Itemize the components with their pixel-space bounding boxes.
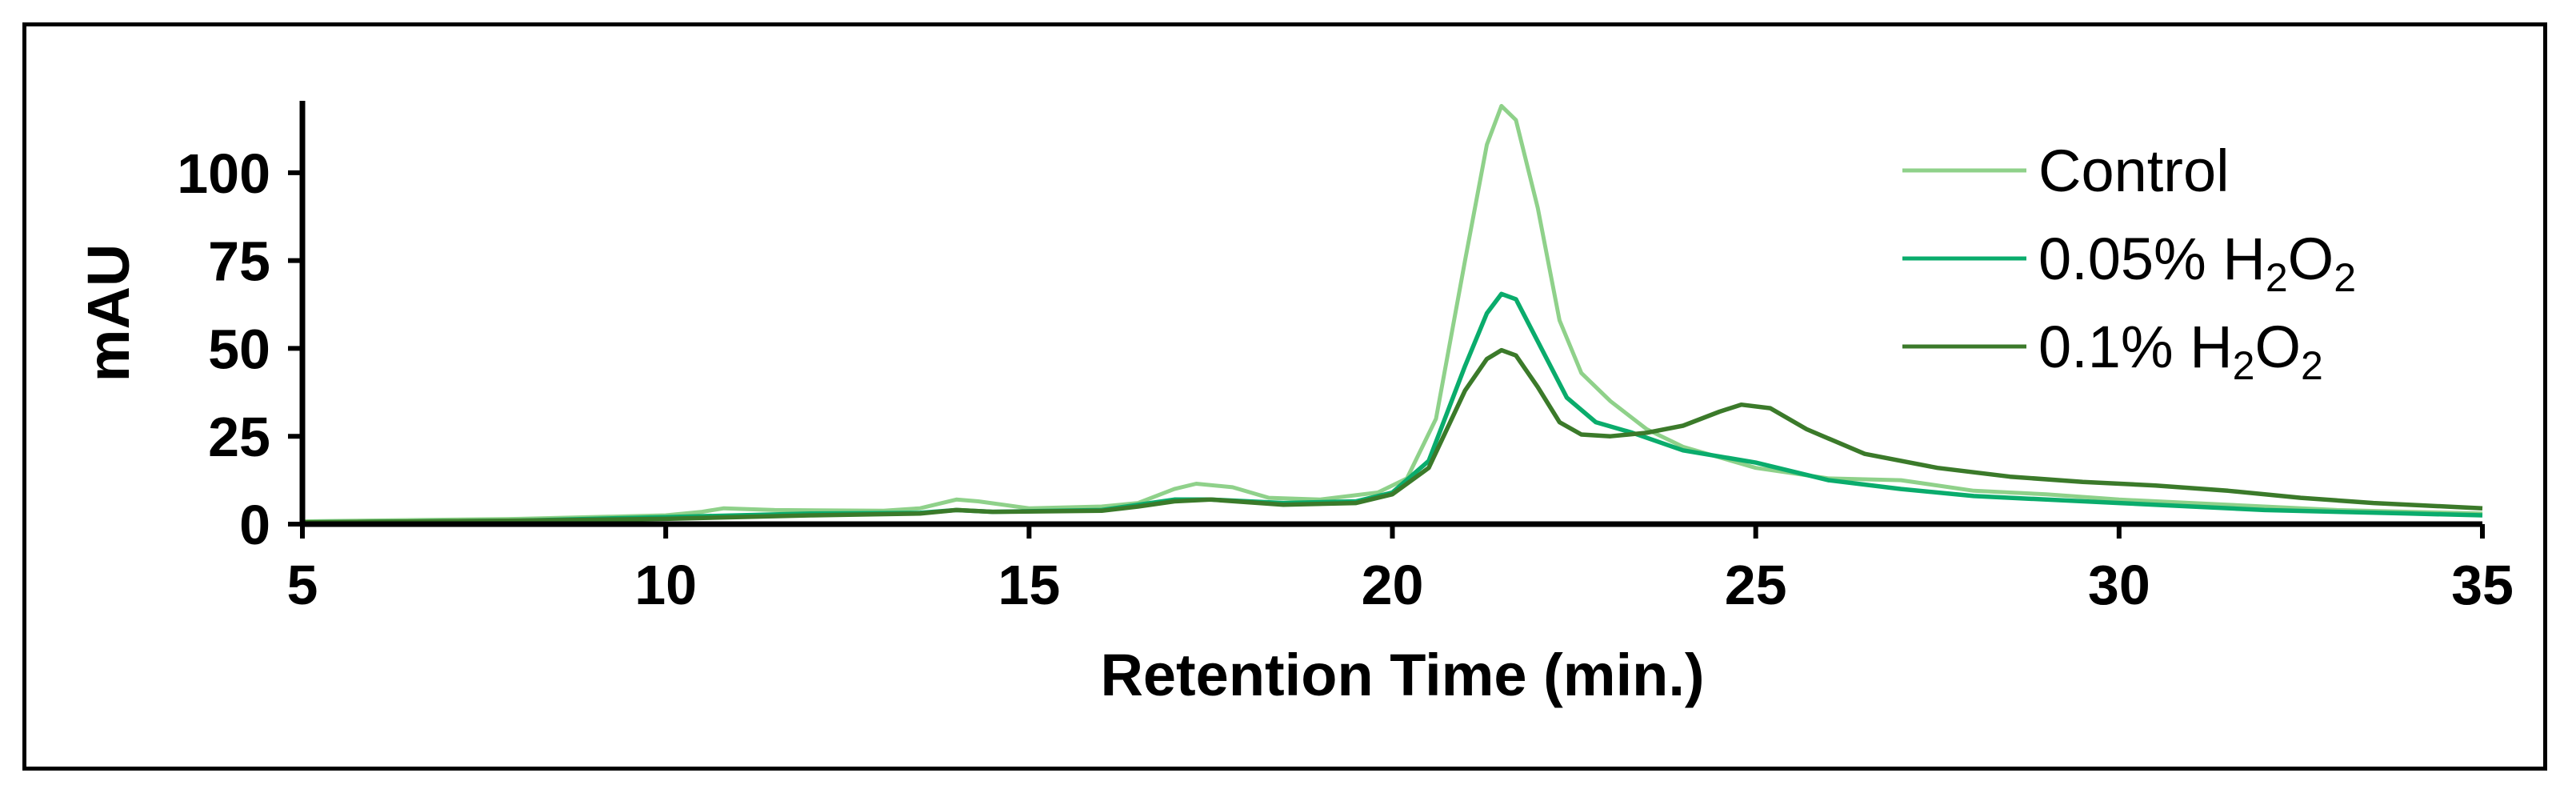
- x-tick-label: 10: [634, 554, 697, 616]
- x-tick-label: 30: [2088, 554, 2150, 616]
- series-line-2: [302, 347, 2483, 525]
- x-tick-label: 15: [998, 554, 1060, 616]
- chart-frame: 5 10 15 20 25 30 35 0 25 50 75 100 Control 0.05% H2O2…: [22, 22, 2547, 771]
- y-tick-label: 0: [239, 494, 270, 556]
- y-axis-title: mAU: [75, 244, 142, 382]
- x-axis-title: Retention Time (min.): [1100, 642, 1704, 708]
- x-tick-label: 5: [287, 554, 318, 616]
- x-tick-label: 20: [1362, 554, 1424, 616]
- series-line-0: [302, 103, 2483, 523]
- x-tick-label: 35: [2451, 554, 2514, 616]
- chromatogram-chart: 5 10 15 20 25 30 35 0 25 50 75 100 Control 0.05% H2O2…: [75, 101, 2514, 708]
- y-tick-label: 75: [208, 230, 270, 293]
- legend-label-0: Control: [2038, 138, 2230, 204]
- legend-label-2: 0.1% H2O2: [2038, 314, 2323, 388]
- x-tick-label: 25: [1725, 554, 1787, 616]
- y-tick-label: 50: [208, 318, 270, 380]
- y-tick-label: 100: [177, 142, 270, 205]
- y-tick-label: 25: [208, 406, 270, 468]
- legend-label-1: 0.05% H2O2: [2038, 226, 2356, 300]
